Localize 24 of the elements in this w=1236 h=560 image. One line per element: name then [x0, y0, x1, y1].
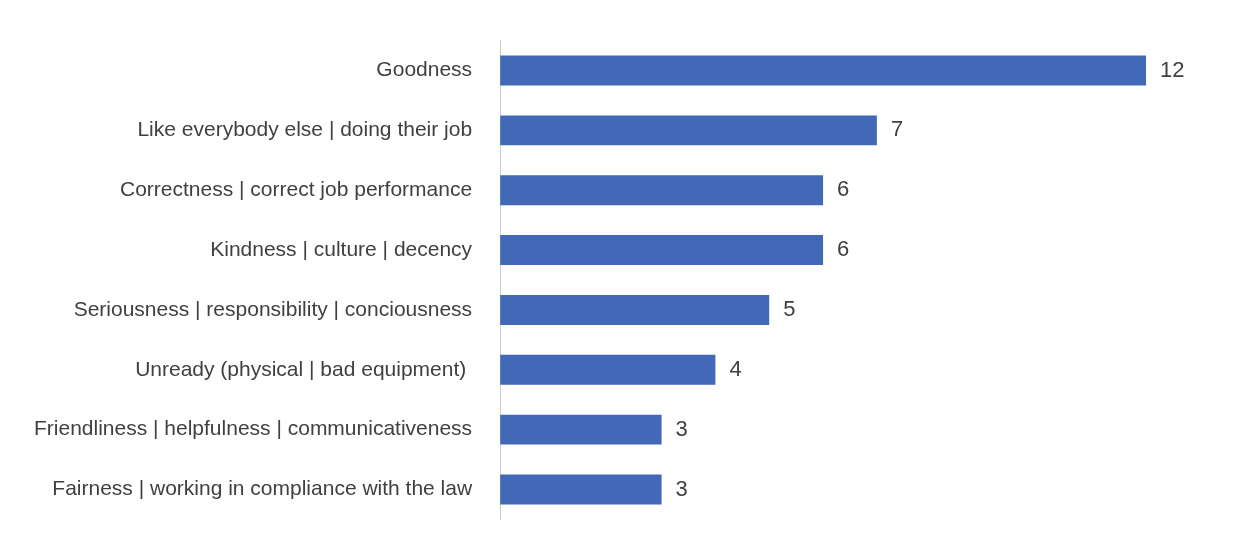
data-label: 3 — [675, 475, 688, 501]
bar — [500, 55, 1146, 86]
bar — [500, 474, 662, 505]
data-label: 6 — [837, 176, 850, 202]
y-tick-label: Kindness | culture | decency — [210, 236, 473, 260]
data-label: 5 — [783, 295, 796, 321]
y-tick-label: Seriousness | responsibility | conciousness — [73, 296, 473, 320]
data-label: 12 — [1160, 56, 1185, 82]
bar — [500, 414, 662, 445]
data-label: 3 — [675, 415, 688, 441]
data-label: 6 — [837, 236, 850, 262]
data-label: 7 — [890, 116, 904, 142]
y-tick-label: Unready (physical | bad equipment) — [135, 356, 473, 380]
y-tick-label: Fairness | working in compliance with the law — [52, 476, 473, 500]
y-tick-label: Correctness | correct job performance — [120, 177, 473, 201]
y-tick-label: Friendliness | helpfulness | communicativeness — [34, 416, 473, 440]
data-label: 4 — [729, 355, 742, 381]
bar — [500, 235, 824, 266]
bar — [500, 175, 824, 206]
bar — [500, 294, 770, 325]
bar — [500, 354, 716, 385]
y-tick-label: Goodness — [376, 57, 473, 81]
bar — [500, 115, 877, 146]
y-tick-label: Like everybody else | doing their job — [137, 117, 473, 141]
